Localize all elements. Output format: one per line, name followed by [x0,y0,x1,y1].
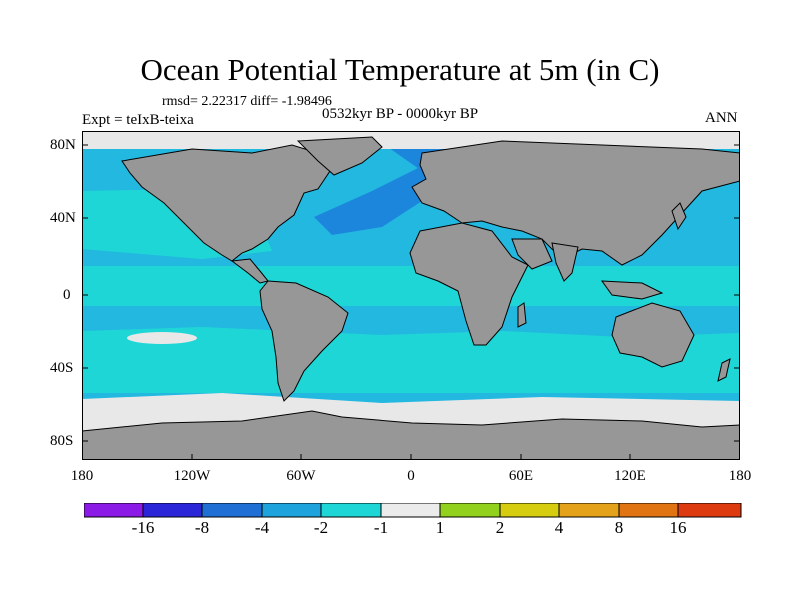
xtick-label: 180 [70,468,94,484]
colorbar-segment [618,503,679,518]
land-antarctica [82,410,740,460]
season-label: ANN [705,110,738,126]
land-australia [611,302,695,368]
land-north-america [121,144,331,262]
colorbar-label: -16 [131,518,155,537]
land-new-zealand [717,358,731,382]
land-south-america [259,280,349,402]
colorbar-label: 2 [495,518,505,537]
land-arabia [511,238,553,270]
land-greenland [296,136,383,176]
land [82,136,740,460]
colorbar-label: -1 [373,518,389,537]
xtick-label: 60E [508,468,534,484]
map-title: Ocean Potential Temperature at 5m (in C) [140,52,660,87]
colorbar-label: 4 [554,518,564,537]
land-india [551,242,579,282]
colorbar-segment [142,503,203,518]
world-map [82,131,740,460]
xtick-label: 0 [407,468,415,484]
colorbar-segment [201,503,263,518]
colorbar-label: 8 [614,518,624,537]
land-japan [671,202,687,231]
colorbar-segment [261,503,322,518]
colorbar-label: -8 [194,518,210,537]
experiment-label: Expt = teIxB-teixa [82,112,194,128]
land-indonesia [600,280,664,300]
period-label: 0532kyr BP - 0000kyr BP [322,106,479,122]
ytick-label: 80N [50,137,76,153]
colorbar-label: 1 [435,518,445,537]
colorbar-label: -4 [254,518,270,537]
ocean-band-south [82,327,740,393]
xtick-label: 60W [286,468,316,484]
ytick-label: 40S [50,360,74,376]
xtick-label: 180 [728,468,752,484]
ocean-north-atlantic-dark [314,161,452,235]
land-madagascar [517,302,527,328]
colorbar-segment [558,503,620,518]
xtick-label: 120W [173,468,211,484]
map-ticks [82,144,740,460]
xtick-label: 120E [614,468,646,484]
ytick-label: 40N [50,210,76,226]
colorbar [84,503,742,518]
colorbar-segment [499,503,560,518]
colorbar-segment [84,503,144,518]
land-africa [409,222,529,346]
ytick-label: 80S [50,433,74,449]
colorbar-segment [439,503,501,518]
colorbar-segment [677,503,742,518]
land-eurasia [411,140,740,266]
colorbar-segment [320,503,382,518]
stats-label: rmsd= 2.22317 diff= -1.98496 [162,94,332,109]
colorbar-label: -2 [313,518,329,537]
ice-patch-south-pacific [127,332,197,344]
colorbar-label: 16 [669,518,687,537]
colorbar-segment [380,503,441,518]
ytick-label: 0 [63,287,71,303]
